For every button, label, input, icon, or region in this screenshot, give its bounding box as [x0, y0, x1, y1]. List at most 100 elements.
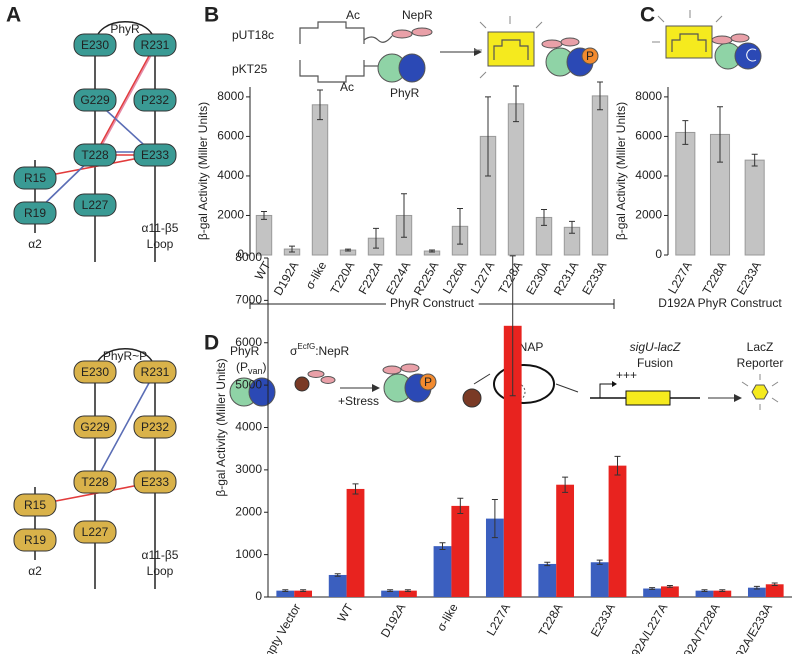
subscript: van — [248, 366, 263, 376]
x-tick-label: E233A — [734, 259, 764, 297]
bar — [451, 505, 470, 597]
y-axis-label: β-gal Activity (Miller Units) — [196, 102, 210, 240]
residue-node — [13, 166, 57, 190]
arrow — [555, 383, 579, 393]
residue-node — [73, 193, 117, 217]
reconstituted-cyclase — [665, 25, 713, 59]
schematic-b: pUT18c pKT25 Ac NepR Ac PhyR P — [232, 8, 599, 100]
phosphate — [419, 373, 437, 391]
error-bar — [544, 561, 551, 567]
x-tick-label: L227A — [484, 601, 513, 638]
y-tick-label: 8000 — [217, 89, 244, 103]
y-tick-label: 5000 — [235, 377, 262, 391]
arrowhead — [474, 48, 482, 56]
bar — [276, 590, 295, 597]
y-tick-label: 8000 — [635, 89, 662, 103]
error-bar — [404, 589, 411, 592]
bar — [661, 586, 679, 597]
residue-node — [73, 143, 117, 167]
error-bar — [317, 89, 323, 121]
expression-label: +++ — [616, 368, 637, 382]
bar — [503, 325, 522, 597]
x-tick-label: L227A — [665, 259, 694, 296]
error-bar — [491, 499, 498, 539]
y-axis-label: β-gal Activity (Miller Units) — [614, 102, 628, 240]
sigma-factor — [294, 376, 310, 392]
residue-label: R231 — [141, 365, 170, 379]
error-bar — [701, 589, 708, 592]
adenylate-cyclase-fragment — [299, 21, 365, 44]
error-bar — [352, 483, 359, 495]
error-bar — [541, 209, 547, 226]
arrowhead — [372, 384, 380, 392]
residue-label: R19 — [24, 206, 46, 220]
y-tick-label: 0 — [255, 589, 262, 603]
error-bar — [614, 455, 621, 476]
bar — [643, 588, 661, 597]
bar — [675, 131, 696, 256]
residue-node — [73, 360, 117, 384]
nepr — [711, 35, 733, 45]
bar — [556, 484, 575, 597]
bar — [608, 465, 627, 597]
crescent — [746, 48, 757, 62]
stress-label: +Stress — [338, 394, 379, 408]
residue-label: P232 — [141, 93, 169, 107]
error-bar — [373, 227, 379, 249]
arrowhead — [612, 381, 617, 387]
error-bar — [401, 193, 407, 238]
y-axis-label: β-gal Activity (Miller Units) — [214, 358, 228, 496]
residue-node — [13, 493, 57, 517]
lacz-gene — [625, 390, 671, 406]
residue-node — [133, 88, 177, 112]
panel-label: A — [6, 4, 21, 27]
y-tick-label: 7000 — [235, 293, 262, 307]
error-bar — [649, 587, 656, 590]
loop-label: Loop — [147, 564, 174, 578]
nepr — [541, 39, 563, 49]
error-bar — [751, 153, 758, 167]
residue-label: P232 — [141, 420, 169, 434]
x-tick-label: E233A — [588, 601, 618, 639]
arrowhead — [734, 394, 742, 402]
bar — [538, 563, 557, 597]
bar — [713, 590, 732, 597]
lacz-reporter — [751, 384, 769, 400]
residue-label: R231 — [141, 38, 170, 52]
y-tick-label: 4000 — [635, 168, 662, 182]
promoter — [599, 383, 614, 398]
x-tick-label: T220A — [328, 259, 358, 297]
phosphate-label: P — [424, 375, 432, 389]
error-bar — [429, 249, 435, 253]
bar — [590, 562, 609, 597]
panel-label: B — [204, 4, 219, 27]
y-tick-label: 2000 — [217, 208, 244, 222]
nepr — [382, 365, 402, 375]
residue-node — [73, 520, 117, 544]
nepr — [320, 376, 336, 384]
phosphate-label: P — [586, 49, 594, 63]
bar — [591, 95, 609, 256]
x-tick-label: T228A — [536, 601, 566, 639]
diagram-title: PhyR — [110, 22, 140, 36]
residue-node — [73, 470, 117, 494]
fusion-label: sigU-lacZ — [630, 340, 681, 354]
bar — [747, 587, 766, 597]
bar — [346, 488, 365, 597]
error-bar — [562, 476, 569, 493]
plasmid-label: pKT25 — [232, 62, 268, 76]
error-bar — [596, 559, 603, 565]
y-tick-label: 2000 — [635, 208, 662, 222]
error-bar — [513, 85, 519, 123]
y-tick-label: 4000 — [235, 420, 262, 434]
x-tick-label: F222A — [356, 259, 386, 297]
x-tick-label: T228A — [496, 259, 526, 297]
residue-node — [13, 201, 57, 225]
bar — [399, 590, 417, 597]
x-tick-label: D192A/E233A — [725, 601, 775, 654]
x-tick-label: R231A — [551, 259, 581, 298]
error-bar — [509, 255, 516, 397]
superscript: EcfG — [297, 342, 315, 351]
x-axis-label: PhyR Construct — [390, 296, 475, 310]
domain-label: NepR — [402, 8, 433, 22]
